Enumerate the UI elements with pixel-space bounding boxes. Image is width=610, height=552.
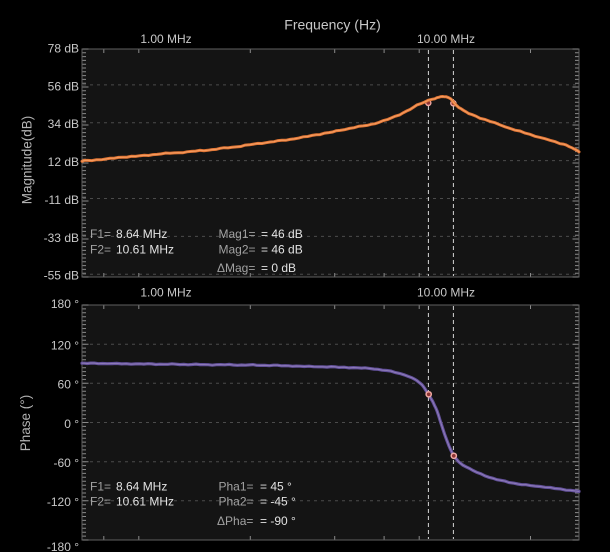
svg-text:Frequency (Hz): Frequency (Hz) (284, 17, 380, 33)
svg-text:Mag1=: Mag1= (219, 227, 256, 241)
svg-text:-55 dB: -55 dB (44, 269, 79, 283)
svg-text:= 0 dB: = 0 dB (261, 261, 296, 275)
svg-text:10.61 MHz: 10.61 MHz (116, 242, 174, 256)
svg-text:10.00 MHz: 10.00 MHz (417, 286, 475, 300)
svg-text:= -90 °: = -90 ° (260, 514, 296, 528)
svg-text:= 46 dB: = 46 dB (261, 227, 303, 241)
svg-text:78 dB: 78 dB (48, 41, 79, 55)
svg-text:ΔMag=: ΔMag= (217, 261, 255, 275)
svg-text:1.00 MHz: 1.00 MHz (140, 32, 191, 46)
svg-text:F1=: F1= (90, 227, 111, 241)
svg-text:= -45 °: = -45 ° (260, 495, 296, 509)
svg-text:120 °: 120 ° (51, 339, 79, 353)
svg-text:-60 °: -60 ° (54, 456, 80, 470)
svg-text:-11 dB: -11 dB (45, 193, 79, 207)
svg-text:34 dB: 34 dB (48, 117, 79, 131)
svg-text:0 °: 0 ° (64, 417, 79, 431)
svg-text:-33 dB: -33 dB (44, 231, 79, 245)
svg-text:= 45 °: = 45 ° (260, 479, 292, 493)
svg-text:10.00 MHz: 10.00 MHz (417, 32, 475, 46)
svg-text:180 °: 180 ° (51, 297, 79, 311)
svg-text:F2=: F2= (90, 495, 111, 509)
svg-text:Mag2=: Mag2= (219, 242, 256, 256)
svg-text:8.64 MHz: 8.64 MHz (116, 227, 167, 241)
svg-text:-180 °: -180 ° (47, 540, 79, 552)
svg-text:Pha1=: Pha1= (219, 479, 254, 493)
svg-text:= 46 dB: = 46 dB (261, 242, 303, 256)
svg-text:Phase (°): Phase (°) (18, 395, 33, 451)
svg-text:56 dB: 56 dB (48, 79, 79, 93)
svg-text:1.00 MHz: 1.00 MHz (140, 286, 191, 300)
svg-text:10.61 MHz: 10.61 MHz (116, 495, 174, 509)
svg-text:8.64 MHz: 8.64 MHz (116, 479, 167, 493)
svg-text:F1=: F1= (90, 479, 111, 493)
svg-text:Pha2=: Pha2= (219, 495, 254, 509)
svg-text:-120 °: -120 ° (47, 495, 79, 509)
svg-text:ΔPha=: ΔPha= (217, 514, 253, 528)
svg-text:12 dB: 12 dB (48, 155, 79, 169)
svg-text:F2=: F2= (90, 242, 111, 256)
svg-text:Magnitude(dB): Magnitude(dB) (20, 116, 35, 205)
svg-text:60 °: 60 ° (58, 378, 80, 392)
